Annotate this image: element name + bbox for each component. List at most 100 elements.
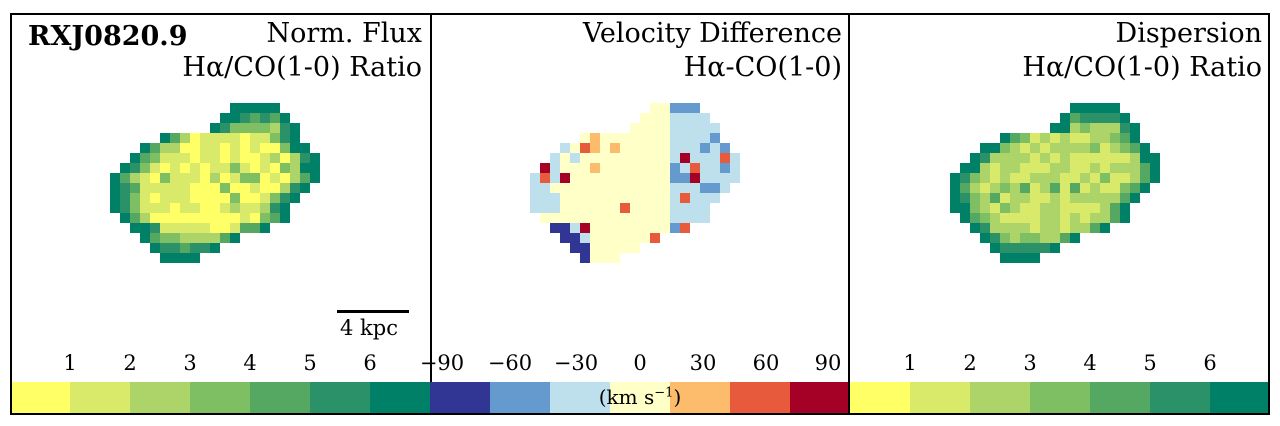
- map-pixel: [650, 193, 660, 203]
- map-pixel: [310, 153, 320, 163]
- map-pixel: [190, 213, 200, 223]
- map-pixel: [220, 163, 230, 173]
- map-pixel: [1020, 243, 1030, 253]
- map-pixel: [1030, 223, 1040, 233]
- map-pixel: [570, 233, 580, 243]
- map-pixel: [1040, 173, 1050, 183]
- map-pixel: [620, 183, 630, 193]
- map-pixel: [250, 113, 260, 123]
- map-pixel: [1100, 103, 1110, 113]
- map-pixel: [680, 143, 690, 153]
- map-pixel: [170, 253, 180, 263]
- map-pixel: [590, 173, 600, 183]
- map-pixel: [230, 113, 240, 123]
- map-pixel: [300, 173, 310, 183]
- map-pixel: [730, 153, 740, 163]
- map-pixel: [610, 163, 620, 173]
- map-pixel: [1030, 233, 1040, 243]
- map-pixel: [580, 163, 590, 173]
- map-pixel: [1090, 133, 1100, 143]
- map-pixel: [270, 183, 280, 193]
- map-pixel: [690, 163, 700, 173]
- map-pixel: [1150, 153, 1160, 163]
- map-pixel: [590, 243, 600, 253]
- map-pixel: [130, 223, 140, 233]
- map-pixel: [620, 193, 630, 203]
- map-pixel: [290, 143, 300, 153]
- map-pixel: [170, 193, 180, 203]
- flux-title-line2: Hα/CO(1-0) Ratio: [182, 52, 422, 83]
- map-pixel: [1020, 253, 1030, 263]
- map-pixel: [150, 183, 160, 193]
- velocity-tick-m90: −90: [419, 351, 465, 375]
- map-pixel: [990, 183, 1000, 193]
- map-pixel: [270, 213, 280, 223]
- map-pixel: [1010, 153, 1020, 163]
- map-pixel: [700, 163, 710, 173]
- map-pixel: [130, 173, 140, 183]
- map-pixel: [290, 153, 300, 163]
- map-pixel: [660, 183, 670, 193]
- map-pixel: [650, 203, 660, 213]
- map-pixel: [250, 103, 260, 113]
- dispersion-map: [950, 103, 1160, 263]
- map-pixel: [640, 203, 650, 213]
- map-pixel: [260, 173, 270, 183]
- map-pixel: [980, 223, 990, 233]
- velocity-colorbar: [430, 382, 850, 413]
- map-pixel: [1010, 213, 1020, 223]
- map-pixel: [640, 193, 650, 203]
- map-pixel: [180, 133, 190, 143]
- map-pixel: [250, 133, 260, 143]
- map-pixel: [540, 213, 550, 223]
- map-pixel: [590, 153, 600, 163]
- map-pixel: [250, 123, 260, 133]
- map-pixel: [1020, 213, 1030, 223]
- map-pixel: [700, 143, 710, 153]
- map-pixel: [990, 203, 1000, 213]
- map-pixel: [290, 183, 300, 193]
- map-pixel: [1060, 213, 1070, 223]
- map-pixel: [110, 193, 120, 203]
- map-pixel: [1130, 193, 1140, 203]
- map-pixel: [560, 203, 570, 213]
- map-pixel: [1010, 223, 1020, 233]
- map-pixel: [1000, 183, 1010, 193]
- flux-tick-3: 3: [183, 351, 197, 375]
- map-pixel: [600, 203, 610, 213]
- map-pixel: [970, 223, 980, 233]
- map-pixel: [950, 193, 960, 203]
- map-pixel: [630, 133, 640, 143]
- map-pixel: [700, 203, 710, 213]
- map-pixel: [1090, 123, 1100, 133]
- map-pixel: [1000, 243, 1010, 253]
- map-pixel: [1040, 223, 1050, 233]
- map-pixel: [1050, 153, 1060, 163]
- map-pixel: [1090, 213, 1100, 223]
- map-pixel: [720, 153, 730, 163]
- map-pixel: [190, 193, 200, 203]
- map-pixel: [240, 123, 250, 133]
- map-pixel: [560, 223, 570, 233]
- map-pixel: [990, 173, 1000, 183]
- map-pixel: [1120, 153, 1130, 163]
- map-pixel: [290, 173, 300, 183]
- map-pixel: [1070, 133, 1080, 143]
- map-pixel: [570, 213, 580, 223]
- map-pixel: [1140, 183, 1150, 193]
- map-pixel: [1100, 183, 1110, 193]
- map-pixel: [610, 233, 620, 243]
- map-pixel: [130, 193, 140, 203]
- map-pixel: [570, 153, 580, 163]
- map-pixel: [1050, 203, 1060, 213]
- map-pixel: [150, 243, 160, 253]
- map-pixel: [1000, 133, 1010, 143]
- map-pixel: [160, 213, 170, 223]
- colorbar-bin: [730, 382, 791, 413]
- map-pixel: [690, 123, 700, 133]
- colorbar-bin: [1030, 382, 1091, 413]
- map-pixel: [1080, 173, 1090, 183]
- map-pixel: [670, 213, 680, 223]
- map-pixel: [1130, 143, 1140, 153]
- map-pixel: [1020, 143, 1030, 153]
